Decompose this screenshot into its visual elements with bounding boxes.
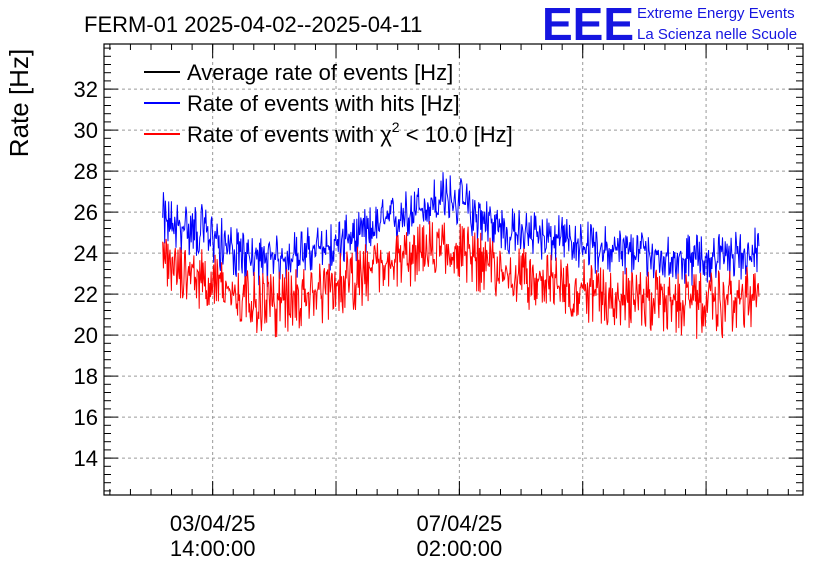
y-tick-label: 32	[74, 77, 98, 102]
x-tick-time: 14:00:00	[170, 536, 256, 561]
y-tick-label: 28	[74, 159, 98, 184]
legend-chi2-sup: 2	[392, 119, 400, 135]
y-tick-label: 20	[74, 323, 98, 348]
y-axis-label: Rate [Hz]	[4, 49, 34, 157]
y-tick-labels: 14 16 18 20 22 24 26 28 30 32	[74, 77, 98, 471]
series-line-hits	[162, 172, 760, 287]
legend-chi2-symbol: χ	[380, 122, 392, 147]
legend-chi2-suffix: < 10.0 [Hz]	[400, 122, 513, 147]
y-tick-label: 14	[74, 446, 98, 471]
legend-chi2-prefix: Rate of events with	[187, 122, 380, 147]
axes	[103, 43, 804, 496]
y-tick-label: 22	[74, 282, 98, 307]
y-tick-label: 26	[74, 200, 98, 225]
data-series	[162, 172, 760, 339]
x-tick-date: 03/04/25	[170, 511, 256, 536]
legend-label-hits: Rate of events with hits [Hz]	[187, 91, 460, 116]
legend-label-chi2: Rate of events with χ2 < 10.0 [Hz]	[187, 119, 513, 147]
eee-logo-line2: La Scienza nelle Scuole	[637, 26, 797, 43]
legend-label-average: Average rate of events [Hz]	[187, 60, 453, 85]
legend: Average rate of events [Hz] Rate of even…	[144, 60, 513, 147]
eee-logo: EEE	[542, 0, 634, 50]
plot-frame	[103, 43, 804, 496]
chart-title: FERM-01 2025-04-02--2025-04-11	[84, 12, 422, 37]
eee-logo-line1: Extreme Energy Events	[637, 5, 795, 22]
y-tick-label: 18	[74, 364, 98, 389]
y-tick-label: 30	[74, 118, 98, 143]
y-tick-label: 24	[74, 241, 98, 266]
series-line-chi2	[162, 220, 760, 339]
x-tick-date: 07/04/25	[417, 511, 503, 536]
x-tick-time: 02:00:00	[417, 536, 503, 561]
y-tick-label: 16	[74, 405, 98, 430]
